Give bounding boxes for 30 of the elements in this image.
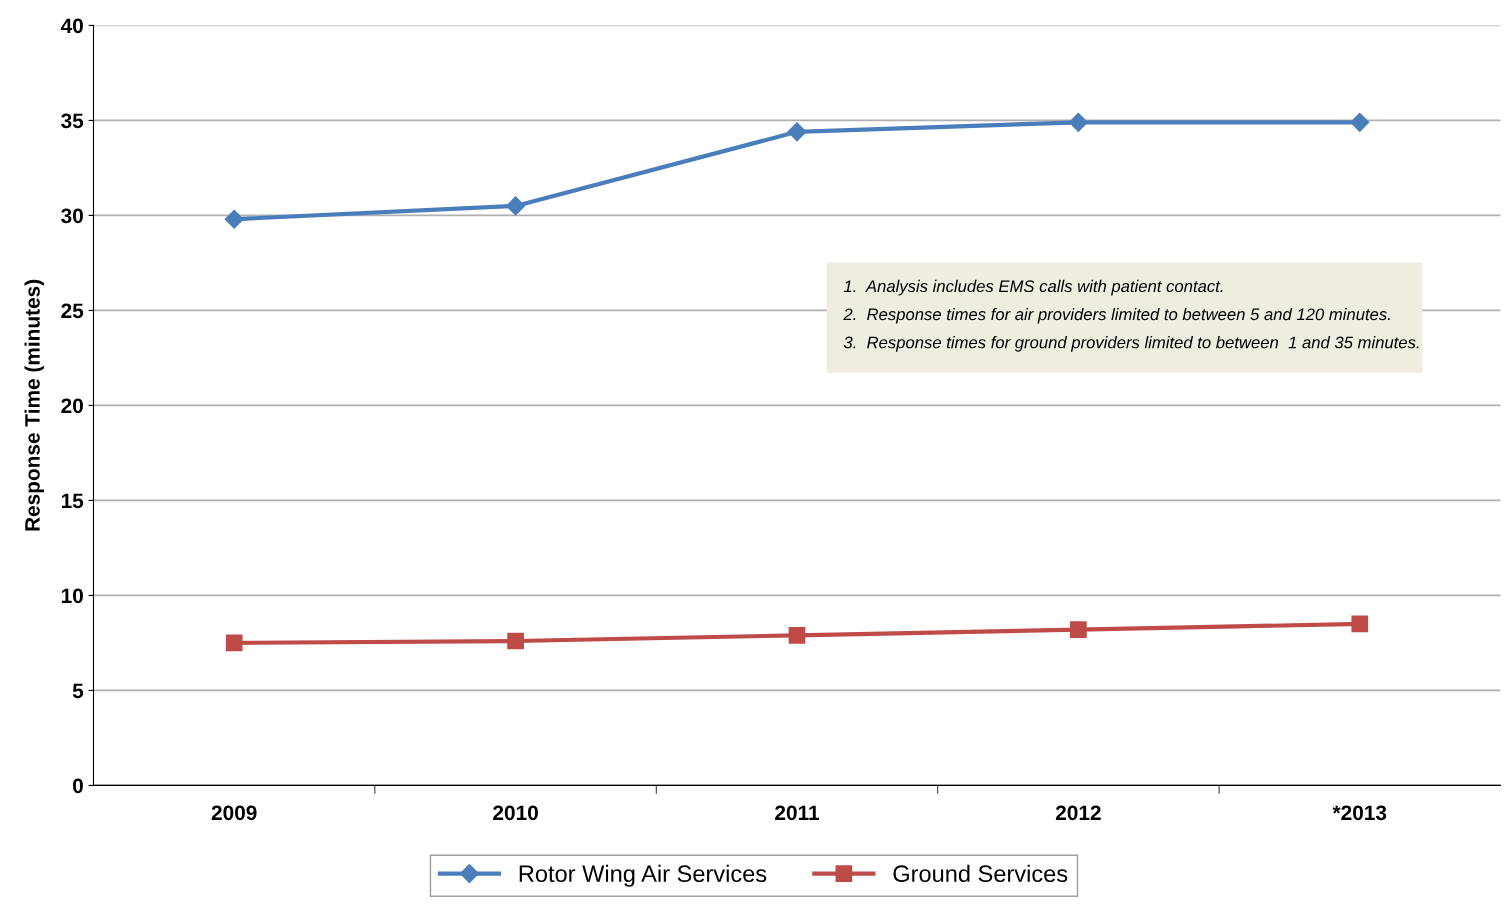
- point: [225, 634, 243, 652]
- y-axis-title: Response Time (minutes): [24, 279, 44, 531]
- x-tick-label: 2009: [211, 805, 257, 821]
- y-tick-label: 20: [61, 398, 83, 414]
- y-tick-label: 10: [61, 588, 83, 604]
- point: [788, 626, 806, 644]
- legend-label: Ground Services: [893, 864, 1068, 883]
- y-tick-label: 15: [61, 493, 84, 509]
- legend-label: Rotor Wing Air Services: [519, 864, 767, 887]
- point: [787, 122, 807, 142]
- y-tick-label: 35: [61, 113, 84, 129]
- point: [506, 196, 526, 216]
- y-tick-label: 5: [72, 683, 84, 699]
- annotation: 1. Analysis includes EMS calls with patient contact.: [843, 279, 1223, 296]
- x-tick-label: 2012: [1055, 805, 1101, 821]
- point: [1070, 621, 1087, 638]
- y-tick-label: 0: [73, 778, 83, 794]
- y-tick-label: 25: [61, 303, 84, 319]
- y-tick-label: 30: [61, 208, 83, 224]
- point: [1068, 112, 1088, 132]
- x-tick-label: 2011: [775, 805, 819, 821]
- point: [507, 632, 524, 650]
- y-tick-label: 40: [60, 18, 83, 34]
- point: [224, 209, 244, 229]
- annotation: 3. Response times for ground providers limited to between 1 and 35 minutes.: [843, 336, 1419, 352]
- x-tick-label: *2013: [1332, 805, 1387, 821]
- point: [1351, 615, 1369, 633]
- point: [1350, 112, 1370, 132]
- annotation: 2. Response times for air providers limited to between 5 and 120 minutes.: [843, 307, 1390, 324]
- x-tick-label: 2010: [493, 805, 538, 821]
